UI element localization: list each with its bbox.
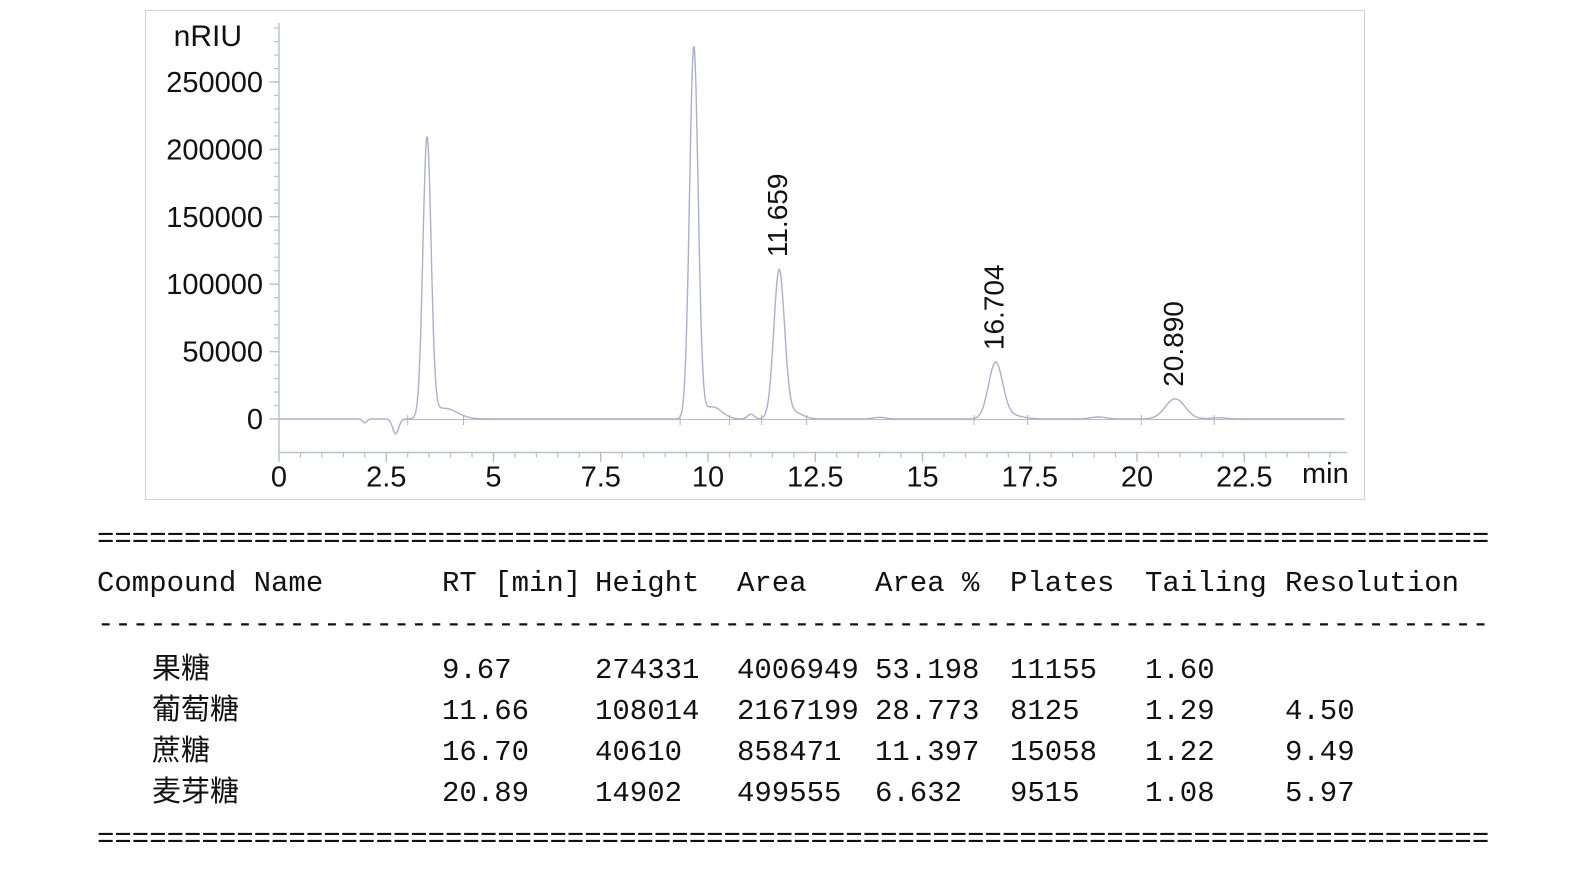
peak-results-table: ========================================… bbox=[97, 520, 1489, 860]
x-tick-label: 7.5 bbox=[581, 462, 621, 494]
y-tick-label: 100000 bbox=[166, 269, 263, 301]
x-tick-label: 10 bbox=[692, 462, 724, 494]
table-cell: 蔗糖 bbox=[152, 736, 211, 769]
header-cell: Plates bbox=[1010, 567, 1115, 600]
table-cell: 麦芽糖 bbox=[152, 777, 240, 810]
table-cell: 8125 bbox=[1010, 695, 1080, 728]
header-cell: Height bbox=[595, 567, 700, 600]
y-tick-label: 0 bbox=[247, 404, 263, 436]
table-row: 果糖 9.67 274331 4006949 53.198 11155 1.60 bbox=[97, 650, 1489, 691]
table-cell: 108014 bbox=[595, 695, 700, 728]
table-cell: 果糖 bbox=[152, 654, 211, 687]
table-spacer bbox=[97, 642, 1489, 650]
x-tick-label: 17.5 bbox=[1002, 462, 1058, 494]
table-cell: 53.198 bbox=[875, 654, 980, 687]
table-cell: 1.29 bbox=[1145, 695, 1215, 728]
table-cell: 葡萄糖 bbox=[152, 695, 240, 728]
peak-rt-label: 11.659 bbox=[762, 174, 793, 258]
header-cell: Area % bbox=[875, 567, 980, 600]
header-cell: RT [min] bbox=[442, 567, 582, 600]
table-cell: 11.397 bbox=[875, 736, 980, 769]
x-tick-label: 0 bbox=[271, 462, 287, 494]
header-cell: Tailing bbox=[1145, 567, 1267, 600]
table-cell: 1.22 bbox=[1145, 736, 1215, 769]
table-cell: 1.08 bbox=[1145, 777, 1215, 810]
y-tick-label: 50000 bbox=[182, 337, 263, 369]
table-cell: 4006949 bbox=[737, 654, 859, 687]
table-cell: 40610 bbox=[595, 736, 683, 769]
table-cell: 11.66 bbox=[442, 695, 530, 728]
table-row: 蔗糖 16.70 40610 858471 11.397 15058 1.22 9.49 bbox=[97, 732, 1489, 773]
table-cell: 28.773 bbox=[875, 695, 980, 728]
table-cell: 4.50 bbox=[1285, 695, 1355, 728]
peak-rt-label: 16.704 bbox=[979, 264, 1010, 350]
chromatogram-plot: 0 2.5 5 7.5 10 12.5 15 17.5 20 22.5 0 50000 100000 15… bbox=[166, 23, 1348, 494]
x-tick-label: 12.5 bbox=[787, 462, 843, 494]
header-cell: Compound Name bbox=[97, 567, 324, 600]
table-cell: 9.49 bbox=[1285, 736, 1355, 769]
x-tick-label: 15 bbox=[906, 462, 938, 494]
chromatogram-panel: 0 2.5 5 7.5 10 12.5 15 17.5 20 22.5 0 50000 100000 15… bbox=[145, 10, 1365, 500]
table-header-row: Compound Name RT [min] Height Area Area % Pla… bbox=[97, 560, 1489, 608]
table-cell: 6.632 bbox=[875, 777, 963, 810]
table-cell: 1.60 bbox=[1145, 654, 1215, 687]
table-header-separator: ----------------------------------------… bbox=[97, 608, 1489, 641]
table-cell: 16.70 bbox=[442, 736, 530, 769]
chromatogram-trace bbox=[279, 46, 1345, 435]
table-cell: 20.89 bbox=[442, 777, 530, 810]
table-cell: 15058 bbox=[1010, 736, 1098, 769]
table-cell: 9.67 bbox=[442, 654, 512, 687]
header-cell: Resolution bbox=[1285, 567, 1460, 600]
table-cell: 11155 bbox=[1010, 654, 1098, 687]
x-tick-label: 2.5 bbox=[366, 462, 406, 494]
header-cell: Area bbox=[737, 567, 807, 600]
x-tick-label: 20 bbox=[1121, 462, 1153, 494]
table-body: 果糖 9.67 274331 4006949 53.198 11155 1.60 葡萄糖 11.… bbox=[97, 650, 1489, 814]
x-tick-label: 5 bbox=[485, 462, 501, 494]
table-cell: 9515 bbox=[1010, 777, 1080, 810]
y-axis-unit-label: nRIU bbox=[173, 20, 242, 53]
y-tick-label: 250000 bbox=[166, 67, 263, 99]
table-top-separator: ========================================… bbox=[97, 523, 1489, 556]
table-cell: 5.97 bbox=[1285, 777, 1355, 810]
table-cell: 14902 bbox=[595, 777, 683, 810]
table-bottom-separator: ========================================… bbox=[97, 823, 1489, 856]
table-cell: 858471 bbox=[737, 736, 842, 769]
x-tick-label: 22.5 bbox=[1216, 462, 1272, 494]
table-cell: 274331 bbox=[595, 654, 700, 687]
table-cell bbox=[1285, 650, 1485, 691]
table-row: 麦芽糖 20.89 14902 499555 6.632 9515 1.08 5.97 bbox=[97, 773, 1489, 814]
table-cell: 2167199 bbox=[737, 695, 859, 728]
table-row: 葡萄糖 11.66 108014 2167199 28.773 8125 1.29 4.50 bbox=[97, 691, 1489, 732]
y-tick-label: 150000 bbox=[166, 202, 263, 234]
x-axis-unit-label: min bbox=[1302, 458, 1349, 490]
table-cell: 499555 bbox=[737, 777, 842, 810]
y-tick-label: 200000 bbox=[166, 134, 263, 166]
peak-rt-label: 20.890 bbox=[1158, 301, 1189, 387]
